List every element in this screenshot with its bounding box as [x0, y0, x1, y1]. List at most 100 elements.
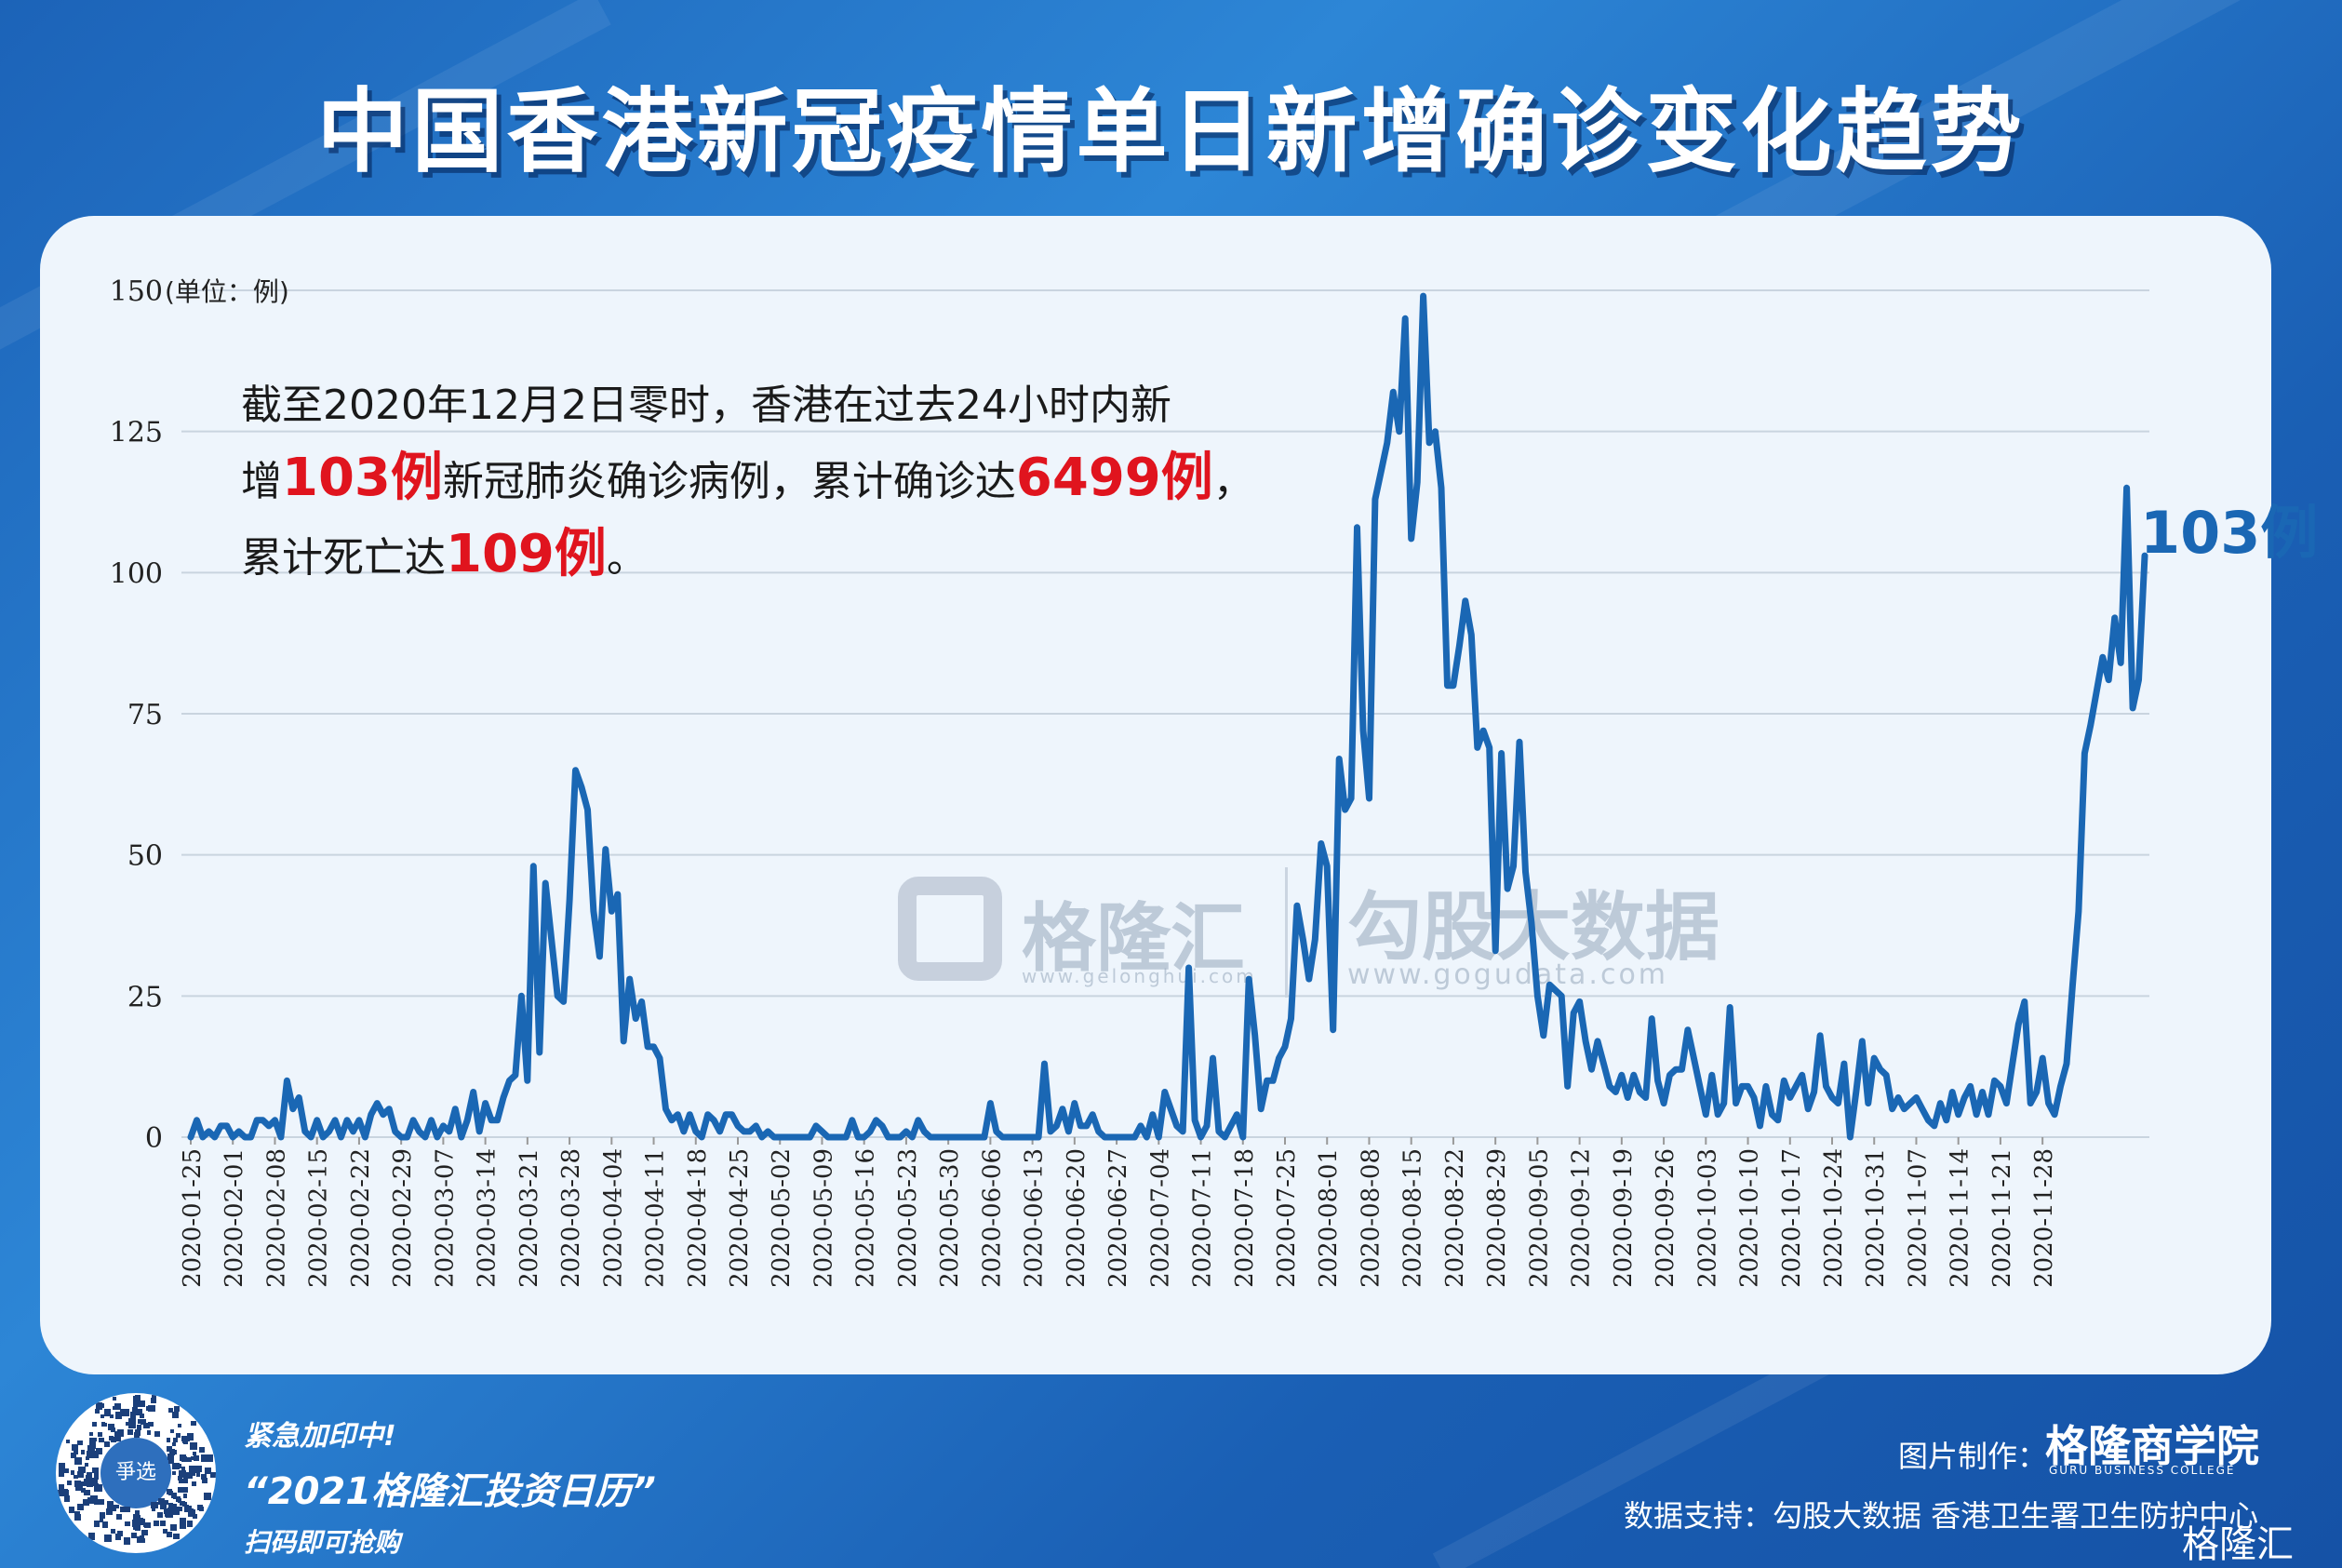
qr-dot: [135, 1408, 143, 1415]
qr-dot: [98, 1498, 105, 1506]
qr-dot: [72, 1443, 78, 1451]
qr-dot: [90, 1480, 97, 1486]
x-tick-label: 2020-04-18: [684, 1148, 712, 1288]
qr-dot: [94, 1498, 100, 1506]
qr-dot: [167, 1491, 173, 1495]
x-tick-label: 2020-03-28: [557, 1148, 585, 1288]
annotation-line1: 截至2020年12月2日零时，香港在过去24小时内新: [241, 382, 1171, 429]
qr-dot: [63, 1488, 68, 1494]
x-tick-label: 2020-08-29: [1483, 1148, 1511, 1288]
x-tick-label: 2020-11-21: [1988, 1148, 2016, 1288]
x-tick-label: 2020-06-13: [1021, 1148, 1049, 1288]
qr-dot: [78, 1481, 85, 1487]
qr-dot: [84, 1489, 90, 1496]
x-tick-label: 2020-06-27: [1104, 1148, 1132, 1288]
qr-dot: [125, 1521, 130, 1527]
qr-dot: [136, 1425, 141, 1430]
qr-dot: [88, 1450, 94, 1454]
latest-value-label: 103例: [2140, 499, 2319, 567]
qr-dot: [99, 1437, 105, 1443]
qr-dot: [160, 1521, 166, 1527]
qr-dot: [58, 1489, 65, 1497]
x-tick-label: 2020-08-15: [1399, 1148, 1427, 1288]
x-tick-label: 2020-09-05: [1525, 1148, 1553, 1288]
qr-dot: [200, 1454, 208, 1462]
qr-dot: [167, 1454, 175, 1461]
qr-dot: [186, 1521, 194, 1527]
x-tick-label: 2020-02-01: [221, 1148, 248, 1288]
qr-dot: [209, 1471, 216, 1479]
qr-dot: [182, 1478, 189, 1483]
qr-dot: [92, 1467, 99, 1474]
data-source: 数据支持：勾股大数据 香港卫生署卫生防护中心: [1624, 1498, 2259, 1534]
qr-dot: [192, 1481, 197, 1487]
x-tick-label: 2020-06-20: [1063, 1148, 1091, 1288]
qr-dot: [114, 1412, 123, 1419]
qr-dot: [137, 1536, 143, 1543]
qr-dot: [130, 1411, 137, 1417]
x-tick-label: 2020-09-12: [1568, 1148, 1596, 1288]
qr-dot: [138, 1400, 145, 1407]
qr-dot: [157, 1497, 165, 1505]
x-tick-label: 2020-07-11: [1189, 1148, 1217, 1288]
x-tick-label: 2020-05-30: [936, 1148, 964, 1288]
qr-code-icon[interactable]: 爭选: [56, 1393, 216, 1553]
qr-dot: [133, 1395, 141, 1402]
qr-dot: [160, 1504, 166, 1510]
qr-dot: [75, 1483, 83, 1492]
qr-dot: [175, 1433, 181, 1439]
qr-dot: [97, 1432, 103, 1438]
qr-dot: [167, 1507, 174, 1513]
qr-dot: [151, 1502, 158, 1509]
qr-dot: [86, 1472, 93, 1479]
qr-dot: [148, 1404, 155, 1413]
qr-dot: [114, 1431, 119, 1436]
qr-dot: [141, 1529, 148, 1536]
qr-dot: [110, 1414, 114, 1419]
qr-dot: [177, 1498, 182, 1503]
qr-dot: [87, 1496, 94, 1504]
qr-dot: [152, 1395, 156, 1400]
watermark-brand1: 格隆汇: [1022, 895, 1245, 982]
credit-label: 图片制作：: [1898, 1439, 2048, 1474]
annotation-line3: 累计死亡达109例。: [241, 518, 1358, 595]
qr-dot: [206, 1455, 211, 1461]
qr-dot: [146, 1430, 152, 1435]
qr-dot: [179, 1470, 186, 1478]
chart-panel: 格隆汇 www.gelonghui.com 勾股大数据 www.gogudata…: [40, 216, 2271, 1374]
x-tick-label: 2020-08-22: [1441, 1148, 1469, 1288]
x-tick-label: 2020-03-21: [515, 1148, 543, 1288]
x-tick-label: 2020-05-02: [768, 1148, 796, 1288]
qr-dot: [199, 1447, 205, 1453]
annotation-line2-mid: 新冠肺炎确诊病例，累计确诊达: [442, 458, 1016, 505]
qr-dot: [141, 1537, 146, 1543]
qr-dot: [190, 1456, 194, 1461]
qr-dot: [84, 1478, 91, 1486]
qr-dot: [94, 1483, 102, 1492]
qr-dot: [169, 1504, 175, 1510]
qr-dot: [131, 1406, 138, 1413]
x-tick-label: 2020-01-25: [179, 1148, 207, 1288]
qr-dot: [166, 1531, 173, 1537]
qr-dot: [187, 1472, 194, 1479]
qr-dot: [151, 1507, 156, 1511]
qr-dot: [99, 1518, 104, 1523]
x-tick-label: 2020-02-15: [305, 1148, 333, 1288]
qr-dot: [93, 1437, 98, 1441]
qr-dot: [191, 1420, 196, 1427]
qr-dot: [190, 1470, 196, 1476]
qr-dot: [178, 1486, 184, 1493]
qr-dot: [144, 1521, 151, 1529]
qr-dot: [171, 1411, 180, 1419]
qr-dot: [177, 1506, 183, 1512]
qr-dot: [182, 1439, 188, 1444]
qr-dot: [182, 1494, 188, 1498]
x-tick-label: 2020-10-17: [1778, 1148, 1806, 1288]
qr-dot: [115, 1534, 122, 1540]
qr-dot: [78, 1466, 86, 1473]
qr-dot: [134, 1432, 140, 1438]
qr-dot: [128, 1418, 137, 1427]
qr-dot: [204, 1493, 212, 1501]
x-tick-label: 2020-10-31: [1862, 1148, 1890, 1288]
